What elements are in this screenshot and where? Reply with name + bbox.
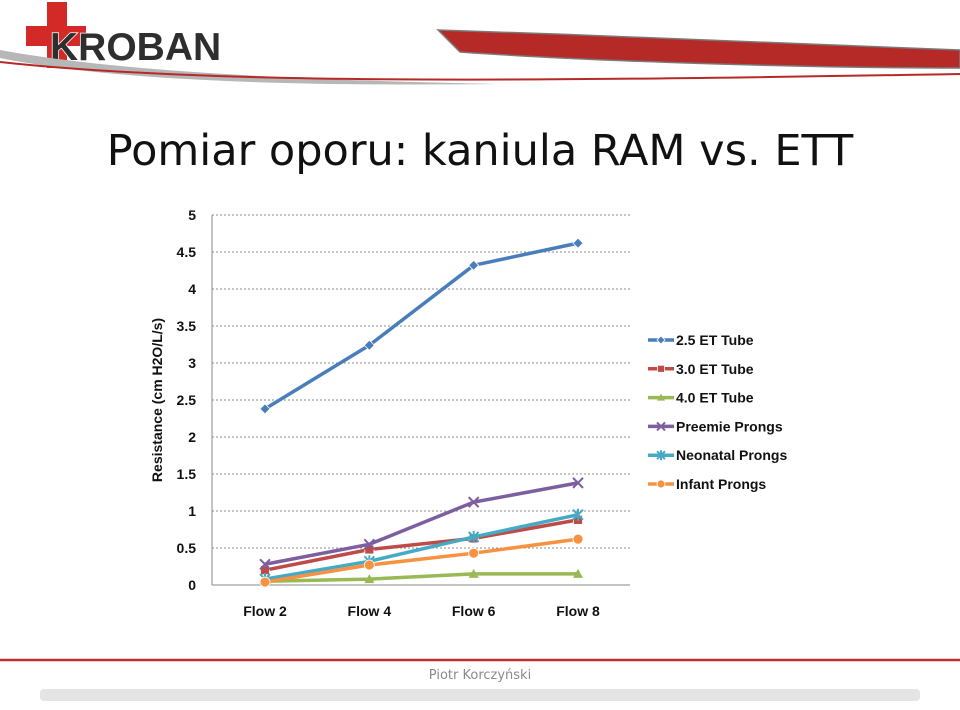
footer-author: Piotr Korczyński bbox=[428, 668, 532, 683]
y-axis-label: Resistance (cm H2O/L/s) bbox=[149, 318, 165, 482]
chart-grid bbox=[211, 214, 630, 586]
series-3 bbox=[259, 477, 584, 570]
y-tick-label: 2.5 bbox=[177, 392, 197, 408]
footer-rule bbox=[0, 658, 960, 701]
data-point bbox=[656, 335, 666, 345]
y-tick-labels: 0 0.5 1 1.5 2 2.5 3 3.5 4 4.5 5 bbox=[177, 207, 197, 593]
legend-label: Neonatal Prongs bbox=[676, 447, 787, 463]
resistance-line-chart: 0 0.5 1 1.5 2 2.5 3 3.5 4 4.5 5 Flow 2 Flow 4 Flow 6… bbox=[149, 207, 787, 619]
data-point bbox=[468, 259, 480, 271]
legend-label: Infant Prongs bbox=[676, 476, 766, 492]
series-line bbox=[264, 537, 579, 584]
legend-item: Preemie Prongs bbox=[648, 418, 783, 434]
footer-shadow bbox=[40, 689, 920, 701]
x-tick-labels: Flow 2 Flow 4 Flow 6 Flow 8 bbox=[243, 603, 600, 619]
data-point bbox=[656, 421, 666, 432]
data-point bbox=[363, 339, 375, 351]
data-point bbox=[657, 393, 665, 401]
data-point bbox=[572, 533, 584, 545]
y-tick-label: 3.5 bbox=[177, 318, 197, 334]
legend-item: 3.0 ET Tube bbox=[648, 361, 754, 377]
data-point bbox=[259, 576, 271, 588]
data-point bbox=[363, 538, 376, 551]
banner-underline bbox=[0, 61, 960, 81]
legend-label: 2.5 ET Tube bbox=[676, 332, 754, 348]
data-point bbox=[468, 568, 479, 578]
y-tick-label: 1.5 bbox=[177, 466, 197, 482]
legend-label: 3.0 ET Tube bbox=[676, 361, 754, 377]
data-point bbox=[468, 547, 480, 559]
data-point bbox=[572, 477, 584, 489]
data-point bbox=[259, 558, 271, 570]
legend-item: Infant Prongs bbox=[648, 476, 766, 492]
series-line bbox=[264, 512, 579, 581]
legend-label: Preemie Prongs bbox=[676, 418, 783, 434]
data-point bbox=[259, 403, 271, 415]
banner-stripe bbox=[436, 29, 960, 69]
slide-title: Pomiar oporu: kaniula RAM vs. ETT bbox=[106, 126, 854, 176]
data-point bbox=[573, 568, 583, 578]
legend-item: 4.0 ET Tube bbox=[648, 390, 754, 406]
series-line bbox=[264, 241, 579, 411]
x-tick-label: Flow 6 bbox=[452, 603, 496, 619]
x-tick-label: Flow 2 bbox=[243, 603, 287, 619]
data-point bbox=[572, 508, 584, 521]
x-tick-label: Flow 8 bbox=[556, 603, 600, 619]
series-line bbox=[264, 572, 578, 584]
header-banner bbox=[0, 29, 960, 85]
series-5 bbox=[259, 533, 584, 588]
legend-label: 4.0 ET Tube bbox=[676, 390, 754, 406]
data-point bbox=[363, 559, 375, 571]
y-tick-label: 1 bbox=[188, 503, 196, 519]
y-tick-label: 3 bbox=[188, 355, 196, 371]
y-tick-label: 4 bbox=[188, 281, 196, 297]
legend-item: Neonatal Prongs bbox=[648, 447, 787, 463]
logo-cross-horizontal bbox=[26, 26, 86, 46]
series-line bbox=[264, 518, 579, 572]
data-point bbox=[467, 496, 480, 508]
data-point bbox=[656, 479, 666, 489]
y-tick-label: 4.5 bbox=[177, 244, 197, 260]
y-tick-label: 5 bbox=[188, 207, 196, 223]
data-point bbox=[657, 364, 665, 373]
x-tick-label: Flow 4 bbox=[348, 603, 392, 619]
chart-series bbox=[259, 237, 584, 588]
y-tick-label: 0.5 bbox=[177, 540, 197, 556]
chart-legend: 2.5 ET Tube 3.0 ET Tube 4.0 ET Tube Preemie… bbox=[648, 332, 787, 492]
data-point bbox=[364, 574, 375, 584]
series-line bbox=[264, 481, 579, 566]
y-tick-label: 2 bbox=[188, 429, 196, 445]
data-point bbox=[467, 530, 480, 543]
series-0 bbox=[259, 237, 584, 415]
y-tick-label: 0 bbox=[188, 577, 196, 593]
data-point bbox=[572, 237, 584, 249]
data-point bbox=[656, 450, 666, 461]
legend-item: 2.5 ET Tube bbox=[648, 332, 754, 348]
